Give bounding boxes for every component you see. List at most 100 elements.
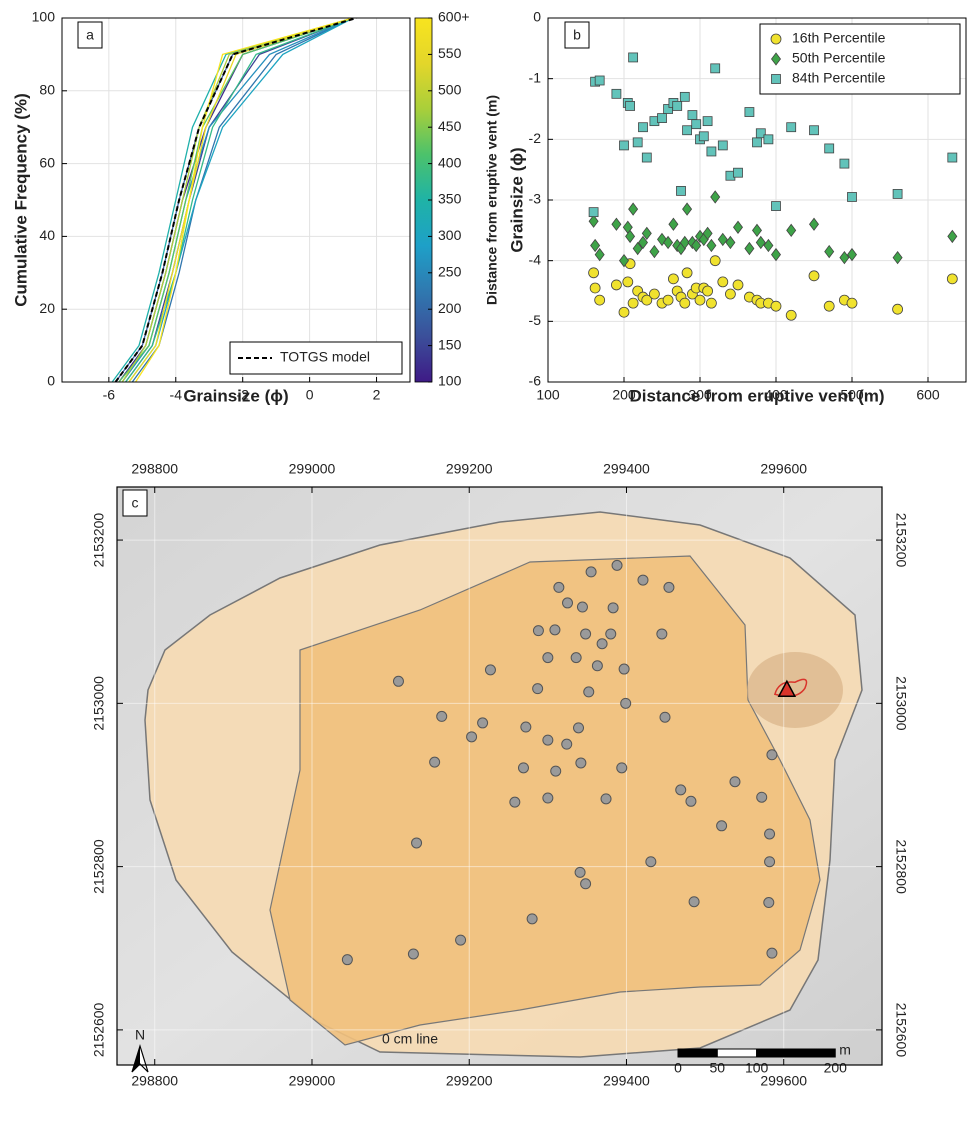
y-tick-label: 60 (39, 154, 55, 170)
sample-point (676, 785, 686, 795)
point (718, 277, 728, 287)
sample-point (485, 665, 495, 675)
point (658, 114, 667, 123)
point (809, 271, 819, 281)
colorbar-tick-label: 250 (438, 264, 462, 280)
y-tick-label: 100 (32, 9, 56, 25)
sample-point (764, 898, 774, 908)
point (707, 240, 716, 252)
sample-point (612, 560, 622, 570)
point (764, 135, 773, 144)
x-tick-label: 298800 (131, 1073, 178, 1089)
x-tick-label-top: 299000 (289, 461, 336, 477)
y-tick-label: 2152800 (91, 839, 107, 894)
point (620, 141, 629, 150)
point (639, 123, 648, 132)
sample-point (543, 653, 553, 663)
sample-point (592, 661, 602, 671)
page: {"chart_data": [ {"type": "line", "panel… (0, 0, 977, 1138)
frame (62, 18, 410, 382)
sample-point (430, 757, 440, 767)
y-tick-label: -2 (529, 130, 542, 146)
colorbar-tick-label: 550 (438, 45, 462, 61)
sample-point (562, 739, 572, 749)
model-curve (116, 18, 357, 382)
y-tick-label: 20 (39, 300, 55, 316)
point (623, 277, 633, 287)
point (703, 286, 713, 296)
y-tick-label: -1 (529, 69, 542, 85)
sample-point (757, 792, 767, 802)
sample-point (686, 796, 696, 806)
point (893, 189, 902, 198)
sample-point (767, 948, 777, 958)
point (680, 298, 690, 308)
scale-bar-segment (678, 1049, 717, 1057)
point (706, 298, 716, 308)
point (825, 144, 834, 153)
y-tick-label: 2153000 (91, 676, 107, 731)
point (725, 289, 735, 299)
point (589, 208, 598, 217)
sample-point (518, 763, 528, 773)
sample-point (657, 629, 667, 639)
sample-point (554, 582, 564, 592)
x-tick-label-top: 298800 (131, 461, 178, 477)
sample-point (597, 639, 607, 649)
legend-label: 16th Percentile (792, 30, 886, 46)
point (947, 274, 957, 284)
point (772, 202, 781, 211)
scale-bar-segment (757, 1049, 836, 1057)
point (810, 218, 819, 230)
point (707, 147, 716, 156)
panel-label: b (573, 27, 581, 43)
point (595, 295, 605, 305)
point (688, 111, 697, 120)
point (703, 117, 712, 126)
point (682, 268, 692, 278)
sample-point (621, 698, 631, 708)
scale-bar-segment (717, 1049, 756, 1057)
legend-marker (772, 75, 781, 84)
y-tick-label: -6 (529, 373, 542, 389)
point (786, 310, 796, 320)
sample-point (342, 955, 352, 965)
colorbar-tick-label: 200 (438, 300, 462, 316)
sample-point (646, 857, 656, 867)
y-tick-label: 2152600 (91, 1002, 107, 1057)
sample-point (584, 687, 594, 697)
point (611, 280, 621, 290)
curve (136, 18, 354, 382)
point (771, 301, 781, 311)
point (683, 203, 692, 215)
point (734, 221, 743, 233)
y-tick-label: 80 (39, 82, 55, 98)
legend-label: TOTGS model (280, 349, 370, 365)
sample-point (478, 718, 488, 728)
point (753, 224, 762, 236)
sample-point (533, 684, 543, 694)
point (650, 246, 659, 258)
point (699, 132, 708, 141)
point (824, 301, 834, 311)
point (595, 249, 604, 261)
y-tick-label: -4 (529, 251, 542, 267)
x-axis-label: Grainsize (ϕ) (183, 386, 288, 405)
y-tick-label: 0 (47, 373, 55, 389)
point (612, 89, 621, 98)
point (756, 236, 765, 248)
sample-point (619, 664, 629, 674)
scale-bar-label: 0 (674, 1060, 682, 1076)
point (753, 138, 762, 147)
point (948, 153, 957, 162)
annotation: 0 cm line (382, 1031, 438, 1047)
colorbar-tick-label: 150 (438, 336, 462, 352)
sample-point (586, 567, 596, 577)
figure: -6-4-202020406080100TOTGS model100150200… (0, 0, 977, 1138)
point (628, 298, 638, 308)
x-axis-label: Distance from eruptive vent (m) (629, 386, 884, 405)
point (663, 295, 673, 305)
sample-point (767, 750, 777, 760)
sample-point (467, 732, 477, 742)
point (591, 240, 600, 252)
